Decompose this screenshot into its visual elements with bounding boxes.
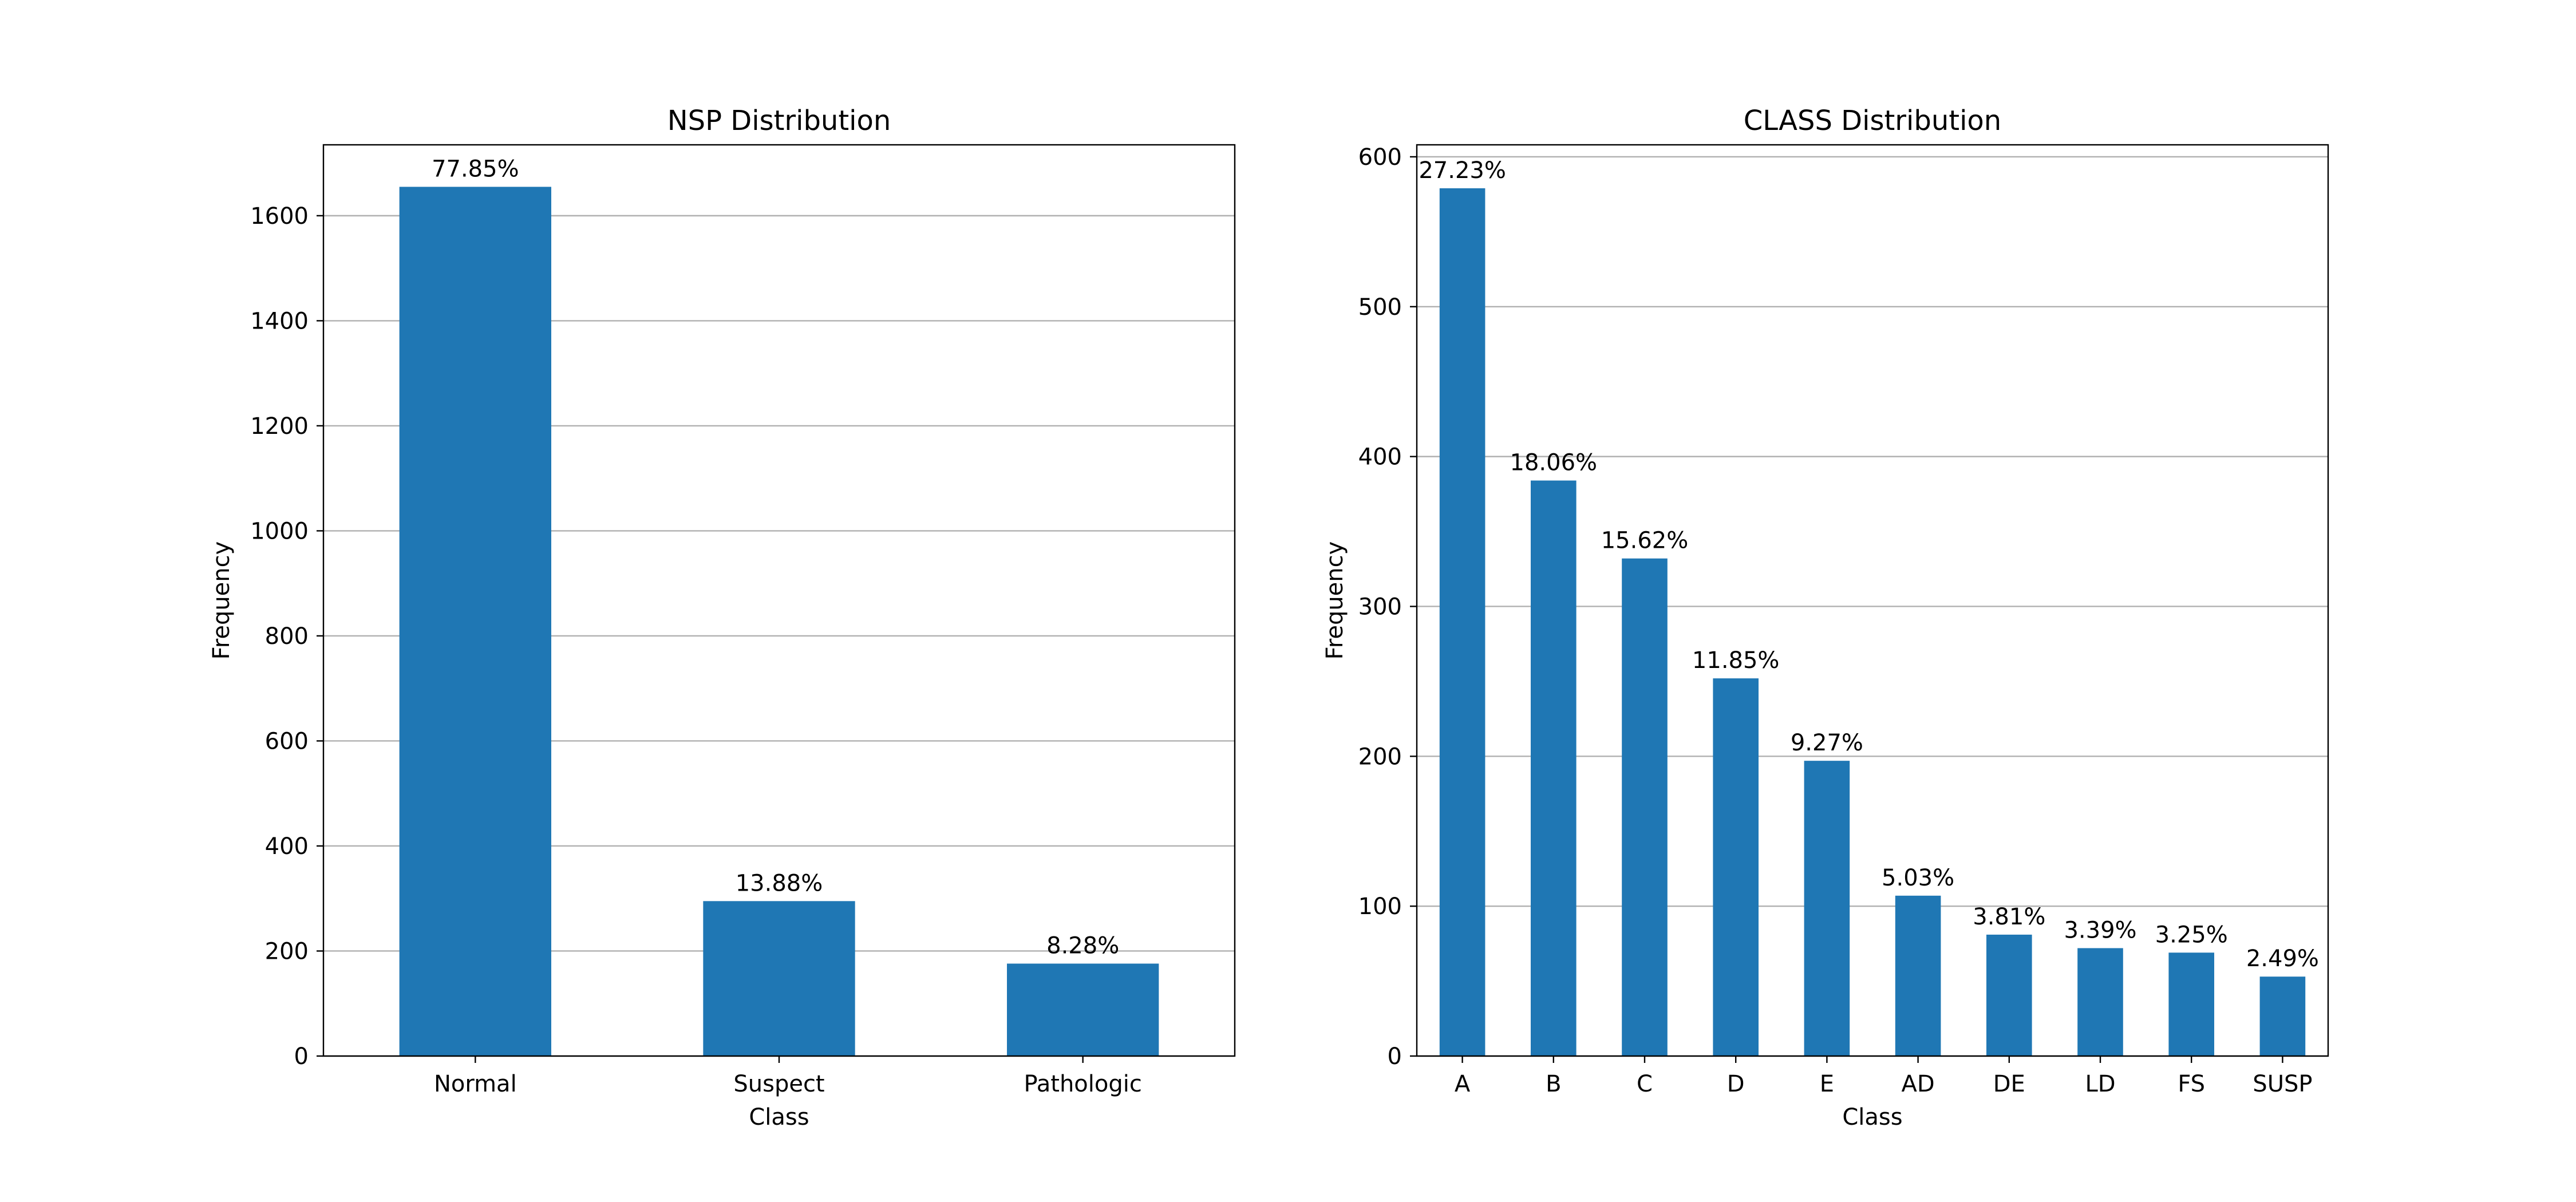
x-axis-label: Class <box>1842 1104 1902 1130</box>
bar-data-label: 18.06% <box>1510 450 1598 476</box>
x-tick-label: SUSP <box>2253 1071 2312 1097</box>
bar-data-label: 15.62% <box>1601 528 1689 554</box>
y-tick-label: 1400 <box>250 308 309 334</box>
bar-data-label: 3.25% <box>2155 922 2228 948</box>
y-tick-label: 100 <box>1358 893 1402 920</box>
x-tick-label: E <box>1820 1071 1834 1097</box>
axes-frame <box>1416 144 2329 1057</box>
x-tick-label: Normal <box>434 1071 517 1097</box>
y-axis-label: Frequency <box>208 541 235 660</box>
bar-data-label: 5.03% <box>1882 865 1954 891</box>
bar <box>1713 678 1759 1056</box>
chart-title: CLASS Distribution <box>1744 105 2001 137</box>
y-tick-label: 400 <box>265 833 309 860</box>
y-axis-label: Frequency <box>1322 541 1348 660</box>
y-tick-label: 400 <box>1358 444 1402 470</box>
x-axis-label: Class <box>749 1104 809 1130</box>
y-tick-label: 500 <box>1358 294 1402 321</box>
chart-title: NSP Distribution <box>667 105 891 137</box>
y-tick-label: 1200 <box>250 413 309 440</box>
x-tick-label: C <box>1637 1071 1653 1097</box>
bar <box>1895 895 1941 1056</box>
bar <box>1007 963 1159 1056</box>
y-tick-label: 0 <box>294 1043 309 1070</box>
bar <box>1622 558 1668 1056</box>
class-distribution-panel: 27.23% A 18.06% B 15.62% C 11.85% D 9.27% E 5.03% A… <box>1322 105 2329 1130</box>
bar-data-label: 8.28% <box>1046 933 1119 959</box>
y-tick-label: 0 <box>1388 1043 1402 1070</box>
x-tick-label: Suspect <box>733 1071 824 1097</box>
x-tick-label: LD <box>2085 1071 2115 1097</box>
bar <box>2168 952 2214 1056</box>
bar-data-label: 2.49% <box>2246 946 2319 972</box>
bar-data-label: 3.81% <box>1973 904 2045 930</box>
x-tick-label: B <box>1546 1071 1561 1097</box>
y-tick-label: 600 <box>1358 144 1402 171</box>
y-tick-label: 1600 <box>250 203 309 230</box>
bar <box>703 901 855 1056</box>
bar <box>2259 976 2306 1056</box>
bar <box>399 187 551 1056</box>
bar-data-label: 3.39% <box>2064 917 2136 943</box>
bar <box>1804 761 1850 1056</box>
y-tick-label: 600 <box>265 728 309 754</box>
bar <box>1439 188 1485 1056</box>
x-tick-label: A <box>1455 1071 1471 1097</box>
x-tick-label: FS <box>2178 1071 2205 1097</box>
bar-data-label: 27.23% <box>1419 157 1506 184</box>
bar-data-label: 13.88% <box>736 870 823 896</box>
bar <box>2077 948 2123 1056</box>
x-tick-label: Pathologic <box>1024 1071 1141 1097</box>
bar-data-label: 9.27% <box>1791 730 1863 756</box>
y-tick-label: 800 <box>265 623 309 650</box>
y-tick-label: 200 <box>1358 744 1402 770</box>
x-tick-label: AD <box>1902 1071 1935 1097</box>
y-tick-label: 300 <box>1358 594 1402 620</box>
y-tick-label: 200 <box>265 938 309 964</box>
bar-data-label: 11.85% <box>1692 647 1780 674</box>
bar-data-label: 77.85% <box>432 156 519 182</box>
bar <box>1986 934 2032 1056</box>
nsp-distribution-panel: 77.85% Normal 13.88% Suspect 8.28% Pathologic… <box>208 105 1236 1130</box>
x-tick-label: DE <box>1993 1071 2025 1097</box>
x-tick-label: D <box>1727 1071 1745 1097</box>
bar <box>1531 480 1577 1056</box>
y-tick-label: 1000 <box>250 518 309 544</box>
axes-frame <box>322 144 1236 1057</box>
